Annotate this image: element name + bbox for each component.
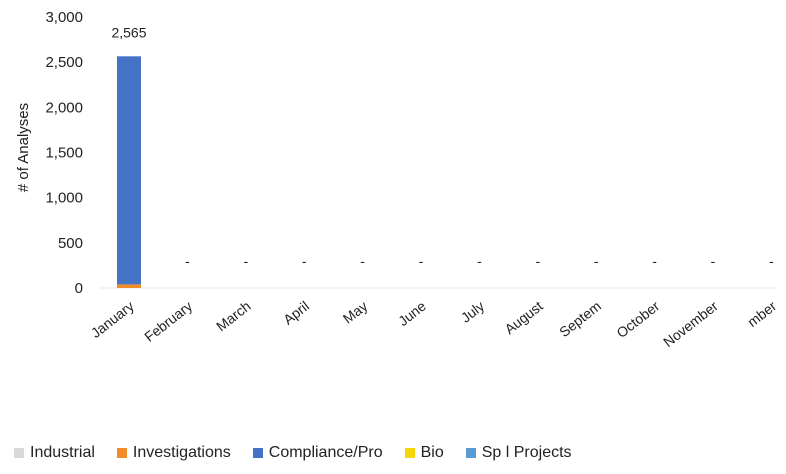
x-tick-label: January [88, 298, 137, 341]
total-label: - [243, 253, 248, 269]
legend-label-bio: Bio [420, 444, 444, 461]
total-label: - [302, 253, 307, 269]
total-label: - [652, 253, 657, 269]
x-tick-label: August [501, 298, 545, 338]
x-tick-label: mber [744, 298, 779, 330]
total-label: - [769, 253, 774, 269]
bar-segment [117, 56, 141, 285]
legend-swatch-bio [404, 448, 415, 458]
x-tick-label: March [213, 298, 254, 335]
total-label: - [535, 253, 540, 269]
total-label: - [477, 253, 482, 269]
y-axis-title: # of Analyses [15, 103, 32, 192]
total-label: - [711, 253, 716, 269]
legend-item-industrial: Industrial [14, 444, 95, 462]
x-tick-label: July [458, 298, 487, 326]
x-tick-label: October [613, 298, 662, 341]
legend-label-compliance: Compliance/Pro [268, 444, 383, 461]
x-tick-label: November [660, 298, 721, 351]
legend-item-compliance: Compliance/Pro [252, 444, 383, 462]
y-tick-label: 500 [58, 235, 83, 252]
x-tick-label: May [340, 298, 371, 327]
legend-swatch-investigations [116, 448, 127, 458]
y-tick-label: 1,000 [45, 190, 83, 207]
x-tick-label: April [280, 298, 312, 328]
y-tick-label: 3,000 [45, 9, 83, 26]
total-label: - [360, 253, 365, 269]
x-tick-label: February [141, 298, 195, 345]
legend-item-bio: Bio [404, 444, 444, 462]
total-label: - [594, 253, 599, 269]
total-label: - [419, 253, 424, 269]
legend-label-investigations: Investigations [132, 444, 231, 461]
legend-item-investigations: Investigations [116, 444, 231, 462]
legend-swatch-special-projects [465, 448, 476, 458]
y-tick-label: 0 [75, 280, 83, 297]
y-tick-label: 1,500 [45, 145, 83, 162]
legend-swatch-industrial [14, 448, 24, 458]
bar-segment [117, 284, 141, 288]
legend-item-special-projects: Sp l Projects [465, 444, 572, 462]
total-label: 2,565 [111, 24, 146, 40]
total-label: - [185, 253, 190, 269]
legend: Industrial Investigations Compliance/Pro… [14, 440, 572, 466]
legend-label-special-projects: Sp l Projects [481, 444, 572, 461]
y-tick-label: 2,500 [45, 54, 83, 71]
legend-swatch-compliance [252, 448, 263, 458]
x-tick-label: Septem [556, 298, 604, 340]
x-tick-label: June [395, 298, 429, 329]
y-tick-label: 2,000 [45, 99, 83, 116]
legend-label-industrial: Industrial [30, 444, 95, 461]
